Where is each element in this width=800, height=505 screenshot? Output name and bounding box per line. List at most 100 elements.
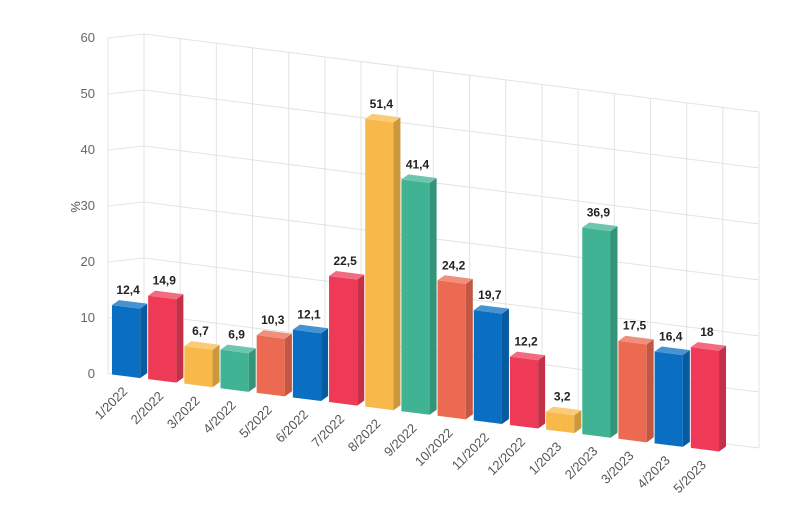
bar[interactable] [654,346,690,447]
bar[interactable] [582,222,618,438]
bar-top-face [509,351,546,361]
grid-line-side [107,33,145,39]
bar-top-face [473,305,509,314]
bars [111,113,727,452]
bar[interactable] [148,290,184,383]
bar[interactable] [401,174,437,415]
bar[interactable] [618,335,654,443]
x-tick-label: 5/2023 [670,457,709,496]
grid-line [143,33,760,113]
bar[interactable] [509,351,546,429]
data-label: 12,1 [297,308,321,322]
x-tick-label: 9/2022 [381,421,420,460]
bar[interactable] [111,300,148,379]
bar-side-face [538,355,546,429]
bar-front-face [690,347,720,452]
data-label: 36,9 [587,206,611,220]
bar-side-face [248,348,256,392]
bar-front-face [111,305,141,379]
bar-front-face [292,329,322,402]
x-tick-label: 3/2023 [598,448,637,487]
y-axis-ticks: 0 10 20 30 40 50 60 [81,30,95,381]
bar-side-face [393,117,401,411]
bar-side-face [357,274,365,406]
bar[interactable] [473,305,509,424]
bar-top-face [184,341,220,350]
bar[interactable] [292,324,329,402]
y-tick-label: 30 [81,198,95,213]
data-labels: 12,4 14,9 6,7 6,9 10,3 12,1 22,5 51,4 41,4 24,2 19… [116,97,713,404]
bar[interactable] [329,271,365,406]
x-tick-label: 3/2022 [164,393,203,432]
bar-side-face [719,345,727,452]
bar-side-face [212,344,220,388]
data-label: 22,5 [333,254,357,268]
grid-line [143,201,760,281]
bar-side-face [321,328,329,402]
data-label: 14,9 [153,274,177,288]
x-tick-label: 4/2022 [200,398,239,437]
data-label: 41,4 [406,157,430,171]
bar-top-face [618,335,654,345]
bar-side-face [646,339,654,443]
bar-front-face [654,351,683,447]
x-tick-label: 8/2022 [345,416,384,455]
y-tick-label: 50 [81,86,95,101]
data-label: 12,4 [116,283,140,297]
bar-top-face [546,406,582,416]
y-tick-label: 0 [88,366,95,381]
bar-front-face [184,346,213,388]
data-label: 12,2 [514,335,538,349]
data-label: 18 [700,325,714,339]
bar-side-face [176,294,184,383]
bar-top-face [365,113,401,123]
grid-line-side [107,257,145,263]
bar-front-face [473,310,502,424]
x-tick-label: 4/2023 [634,453,673,492]
data-label: 6,9 [228,328,245,342]
bar-front-face [220,349,249,392]
x-tick-label: 1/2022 [91,384,130,423]
bar-side-face [465,278,473,420]
data-label: 51,4 [370,97,394,111]
x-tick-label: 7/2022 [309,411,348,450]
bar-top-face [111,300,148,309]
y-tick-label: 40 [81,142,95,157]
data-label: 10,3 [261,313,285,327]
grid-line-side [107,145,145,151]
grid-line [143,145,760,225]
bar-top-face [329,271,365,280]
bar[interactable] [365,113,401,411]
data-label: 19,7 [478,288,502,302]
bar-front-face [618,340,647,443]
bar[interactable] [690,342,727,452]
bar-top-face [582,222,618,232]
x-tick-label: 1/2023 [526,439,565,478]
x-tick-label: 5/2022 [236,402,275,441]
bar-side-face [501,308,509,424]
bar[interactable] [256,330,292,397]
x-tick-label: 2/2023 [562,443,601,482]
grid-line [143,89,760,169]
grid-line-side [107,201,145,207]
bar-front-face [256,335,285,397]
data-label: 17,5 [623,319,647,333]
x-tick-label: 2/2022 [128,388,167,427]
bar[interactable] [220,344,256,392]
bar-side-face [429,177,437,415]
y-tick-label: 60 [81,30,95,45]
bar-front-face [546,411,575,434]
bar-front-face [329,276,358,406]
bar[interactable] [546,406,582,434]
bar-top-face [220,344,256,354]
bar-front-face [509,356,539,429]
bar-front-face [148,295,177,383]
y-tick-label: 20 [81,254,95,269]
bar[interactable] [184,341,220,388]
bar-front-face [582,227,611,438]
bar[interactable] [437,275,473,420]
grid-line-side [107,89,145,95]
bar-side-face [610,226,618,438]
x-tick-label: 6/2022 [272,407,311,446]
